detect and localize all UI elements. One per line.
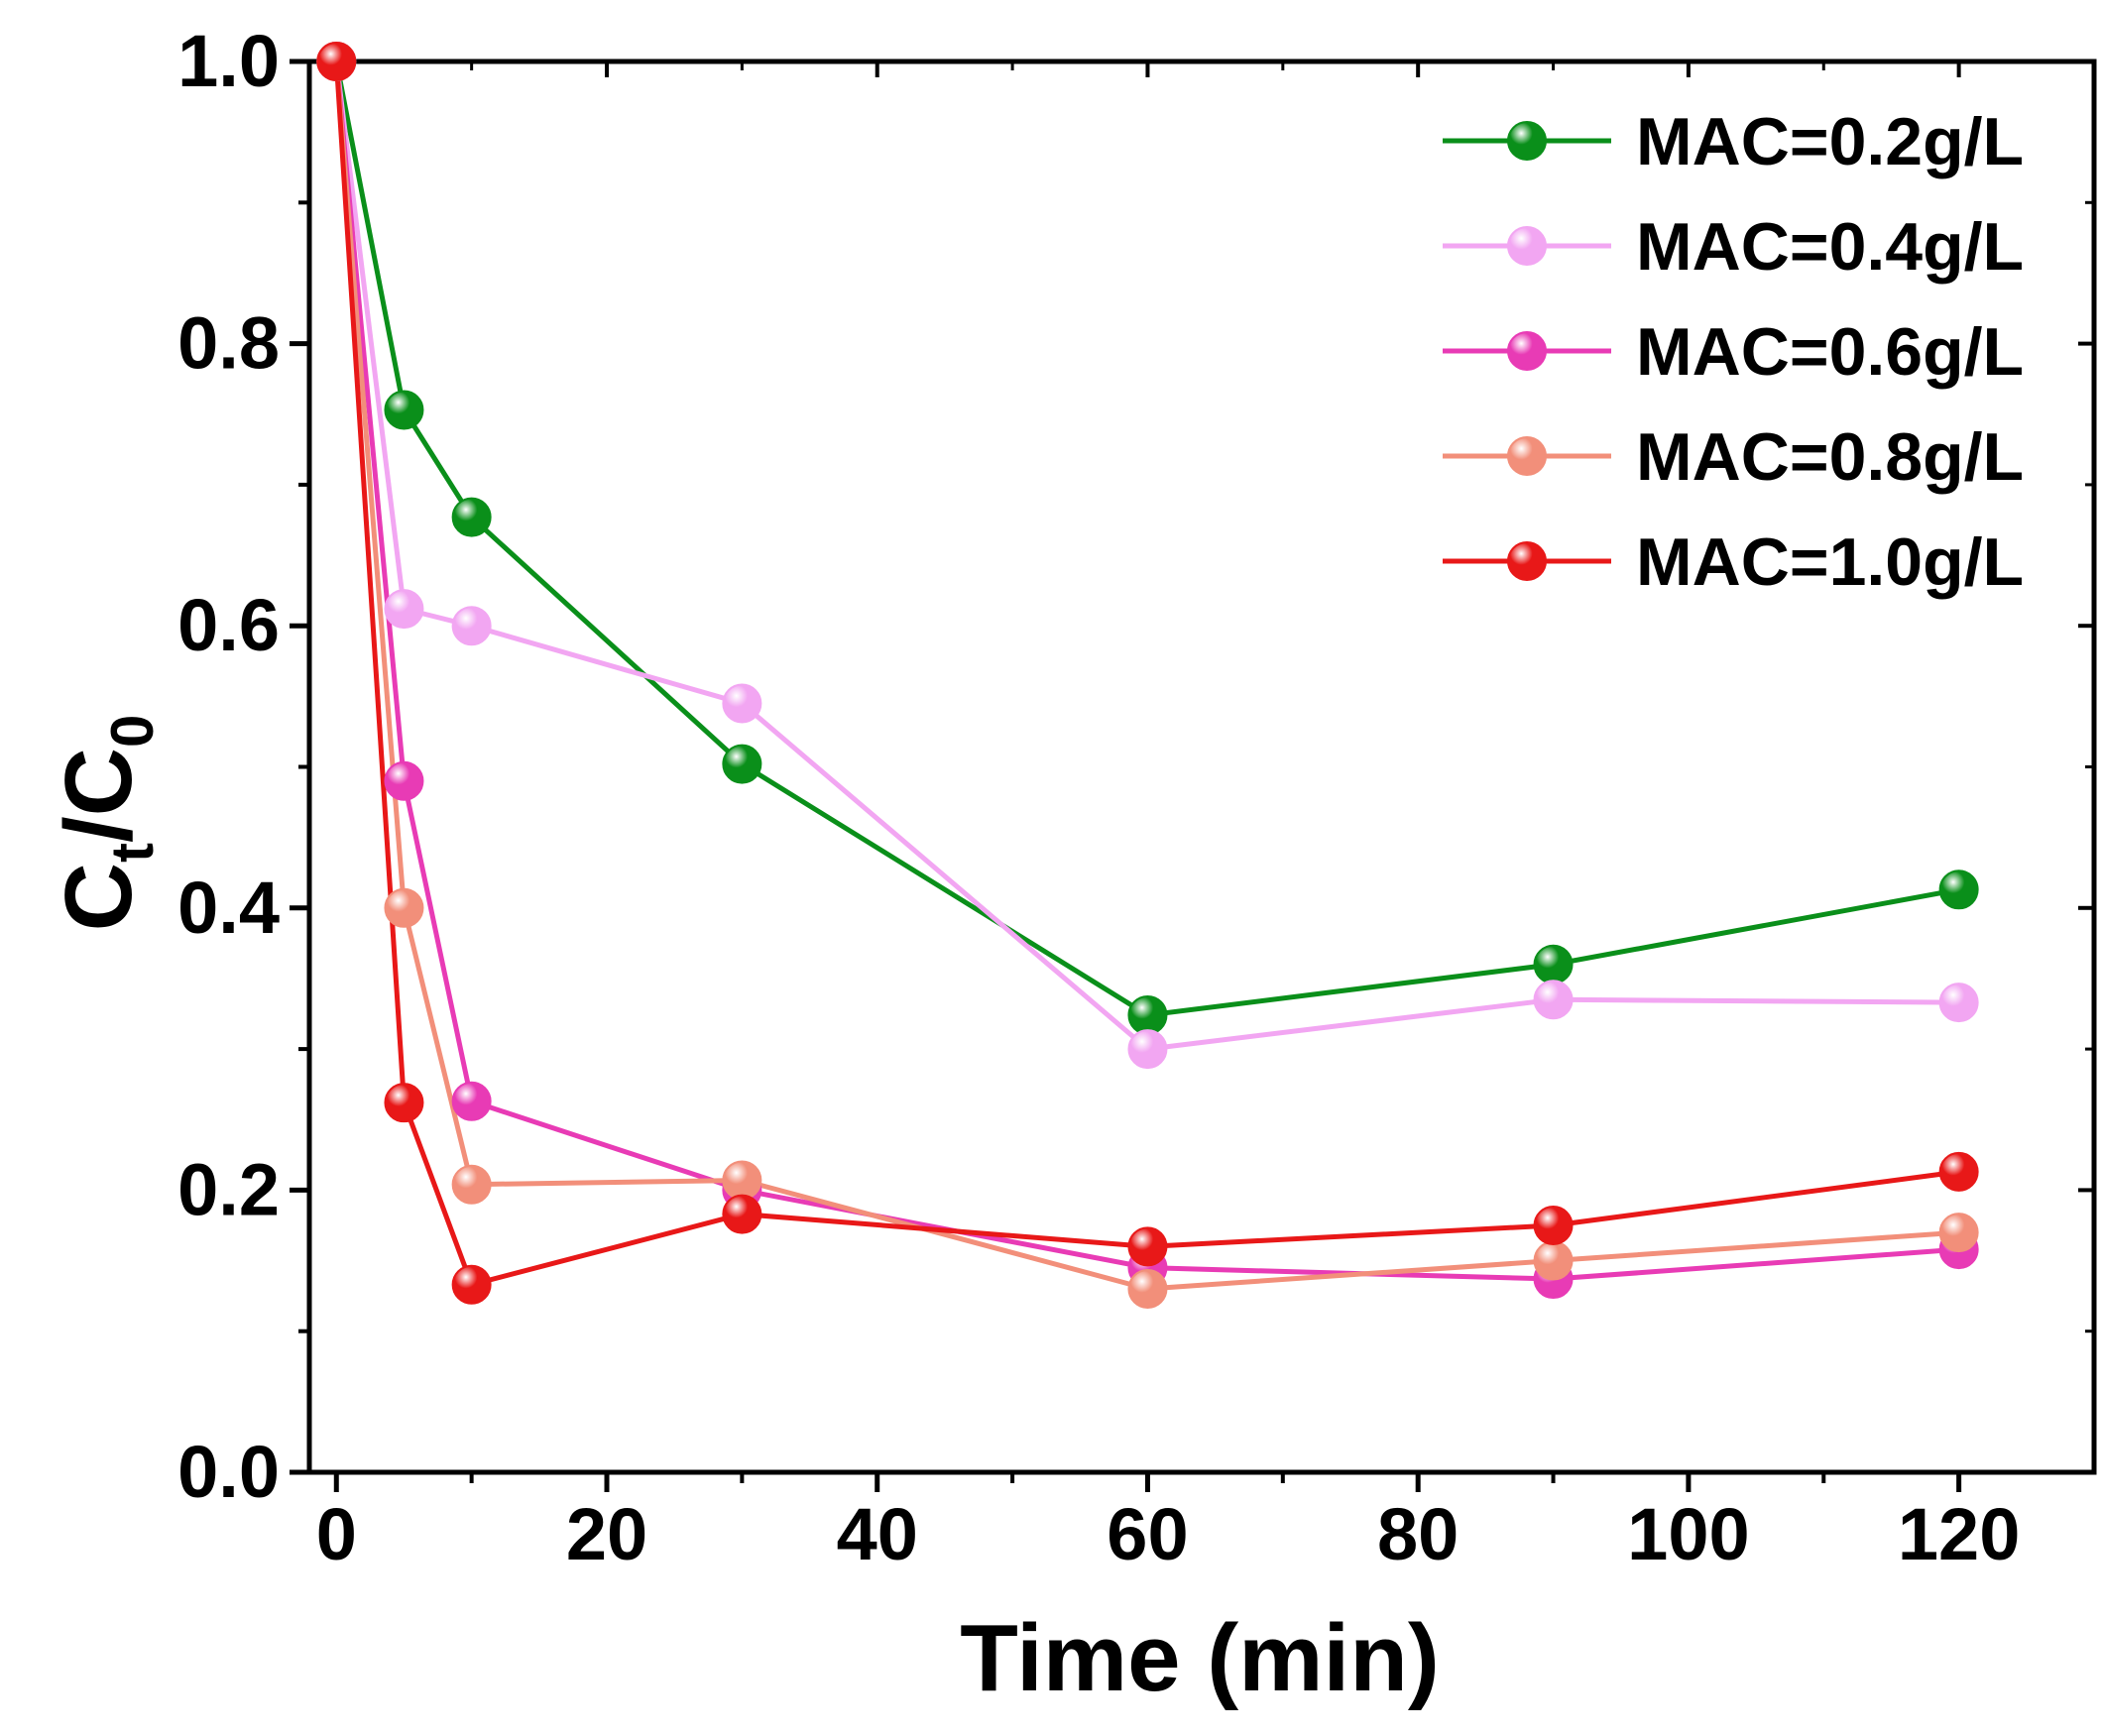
y-tick-label: 0.0 (177, 1431, 280, 1513)
data-point (1938, 869, 1979, 910)
y-tick-label: 0.2 (177, 1148, 280, 1230)
y-tick-label: 0.6 (177, 584, 280, 666)
data-point (1938, 983, 1979, 1023)
data-point (451, 1081, 492, 1121)
data-point (384, 589, 424, 630)
data-point (1127, 994, 1168, 1035)
y-tick-label: 1.0 (177, 20, 280, 102)
legend-label: MAC=0.2g/L (1636, 104, 2024, 179)
y-axis-title-main: C (46, 863, 152, 931)
data-point (1533, 1240, 1574, 1281)
data-point (1127, 1269, 1168, 1310)
data-point (451, 497, 492, 537)
data-point (451, 1164, 492, 1205)
x-axis-title: Time (min) (960, 1605, 1440, 1711)
data-point (1533, 980, 1574, 1020)
data-point (384, 887, 424, 928)
data-point (722, 1160, 762, 1201)
legend-marker (1507, 226, 1547, 266)
legend-marker (1507, 436, 1547, 476)
y-axis-title-sub-0: 0 (99, 715, 166, 748)
legend-label: MAC=0.8g/L (1636, 419, 2024, 495)
y-axis-title-sub-t: t (99, 843, 166, 863)
x-tick-label: 120 (1898, 1493, 2020, 1575)
data-point (384, 760, 424, 801)
data-point (316, 42, 357, 81)
data-point (1533, 1205, 1574, 1245)
data-point (384, 1083, 424, 1123)
legend-label: MAC=0.6g/L (1636, 314, 2024, 390)
data-point (722, 744, 762, 784)
data-point (722, 1194, 762, 1234)
data-point (1938, 1213, 1979, 1253)
data-point (1127, 1029, 1168, 1070)
data-point (1938, 1151, 1979, 1192)
x-tick-label: 0 (316, 1493, 357, 1575)
legend-label: MAC=1.0g/L (1636, 524, 2024, 600)
data-point (1127, 1226, 1168, 1267)
x-tick-label: 100 (1627, 1493, 1749, 1575)
data-point (722, 683, 762, 724)
y-axis-title-slash: /C (46, 748, 152, 843)
legend-marker (1507, 541, 1547, 581)
x-tick-label: 40 (837, 1493, 918, 1575)
legend-marker (1507, 121, 1547, 161)
legend-label: MAC=0.4g/L (1636, 209, 2024, 285)
x-tick-label: 80 (1377, 1493, 1459, 1575)
data-point (1533, 944, 1574, 984)
data-point (451, 1264, 492, 1305)
x-tick-label: 60 (1107, 1493, 1188, 1575)
x-tick-label: 20 (566, 1493, 647, 1575)
y-axis-title: Ct/C0 (46, 715, 166, 932)
legend-marker (1507, 331, 1547, 371)
y-tick-label: 0.4 (177, 867, 280, 949)
y-tick-label: 0.8 (177, 302, 280, 385)
data-point (451, 606, 492, 646)
data-point (384, 390, 424, 430)
